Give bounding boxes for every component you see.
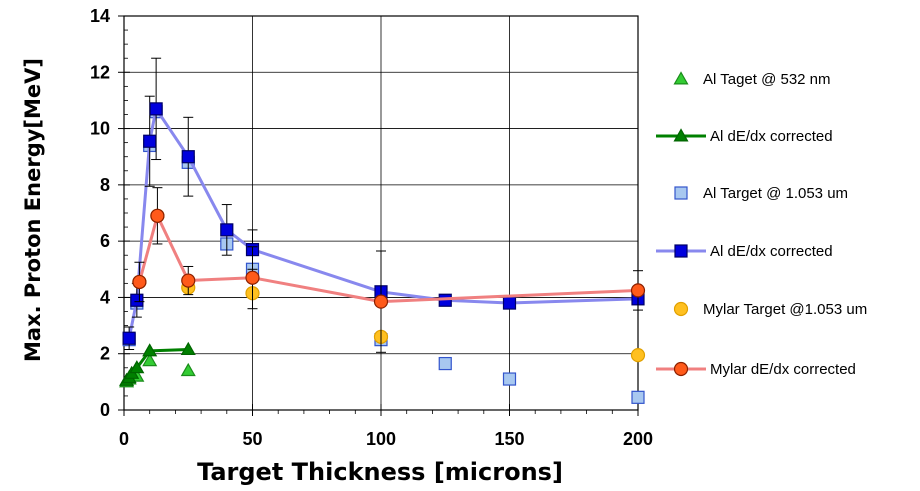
data-point <box>180 341 196 355</box>
y-tick-label: 10 <box>90 119 110 139</box>
legend-label: Al dE/dx corrected <box>710 128 833 145</box>
legend-item-5: Mylar dE/dx corrected <box>656 361 856 378</box>
y-axis-title: Max. Proton Energy[MeV] <box>21 58 45 362</box>
data-point <box>149 102 163 116</box>
legend-item-0: Al Taget @ 532 nm <box>673 71 831 88</box>
x-tick-label: 150 <box>494 429 524 449</box>
data-point <box>132 274 147 290</box>
legend-marker <box>674 244 688 258</box>
legend-marker <box>674 186 688 200</box>
data-point <box>180 362 196 377</box>
series-5 <box>132 187 646 353</box>
data-point <box>142 343 158 357</box>
series-layer <box>119 57 646 404</box>
x-tick-label: 100 <box>366 429 396 449</box>
legend-label: Al Target @ 1.053 um <box>703 185 848 202</box>
data-point <box>631 390 645 404</box>
x-tick-label: 200 <box>623 429 653 449</box>
data-point <box>502 372 517 386</box>
legend-item-3: Al dE/dx corrected <box>656 243 833 260</box>
legend-label: Al dE/dx corrected <box>710 243 833 260</box>
data-point <box>438 356 452 371</box>
y-tick-label: 12 <box>90 62 110 82</box>
series-3 <box>122 57 645 350</box>
x-tick-label: 50 <box>242 429 262 449</box>
series-1 <box>119 341 196 386</box>
data-point <box>129 360 145 374</box>
legend-label: Al Taget @ 532 nm <box>703 71 831 88</box>
y-tick-label: 0 <box>100 400 110 420</box>
tick-labels: 0 2 4 6 8 10 12 14 0 50 100 150 200 <box>90 6 653 449</box>
data-point <box>122 331 136 345</box>
legend-marker <box>673 71 689 85</box>
y-tick-label: 6 <box>100 231 110 251</box>
data-point <box>181 150 195 164</box>
x-tick-label: 0 <box>119 429 129 449</box>
data-point <box>630 348 646 363</box>
legend-item-2: Al Target @ 1.053 um <box>674 185 848 202</box>
data-point <box>150 208 165 223</box>
legend-marker <box>673 128 689 142</box>
data-point <box>130 293 144 307</box>
series-line <box>137 214 639 304</box>
data-point <box>181 273 196 288</box>
data-point <box>630 283 646 298</box>
data-point <box>245 270 260 285</box>
data-point <box>502 296 517 310</box>
data-point <box>142 353 158 367</box>
legend-label: Mylar Target @1.053 um <box>703 301 867 318</box>
legend-marker <box>673 361 689 377</box>
legend-item-4: Mylar Target @1.053 um <box>673 301 867 318</box>
x-axis-title: Target Thickness [microns] <box>197 458 563 486</box>
data-point <box>220 223 234 237</box>
data-point <box>373 294 389 309</box>
data-point <box>143 134 157 148</box>
y-tick-label: 8 <box>100 175 110 195</box>
legend: Al Taget @ 532 nm Al dE/dx corrected Al Ta… <box>656 71 867 378</box>
y-tick-label: 4 <box>100 287 110 307</box>
legend-marker <box>673 301 689 317</box>
legend-item-1: Al dE/dx corrected <box>656 128 833 145</box>
y-tick-label: 14 <box>90 6 110 26</box>
y-tick-label: 2 <box>100 344 110 364</box>
legend-label: Mylar dE/dx corrected <box>710 361 856 378</box>
